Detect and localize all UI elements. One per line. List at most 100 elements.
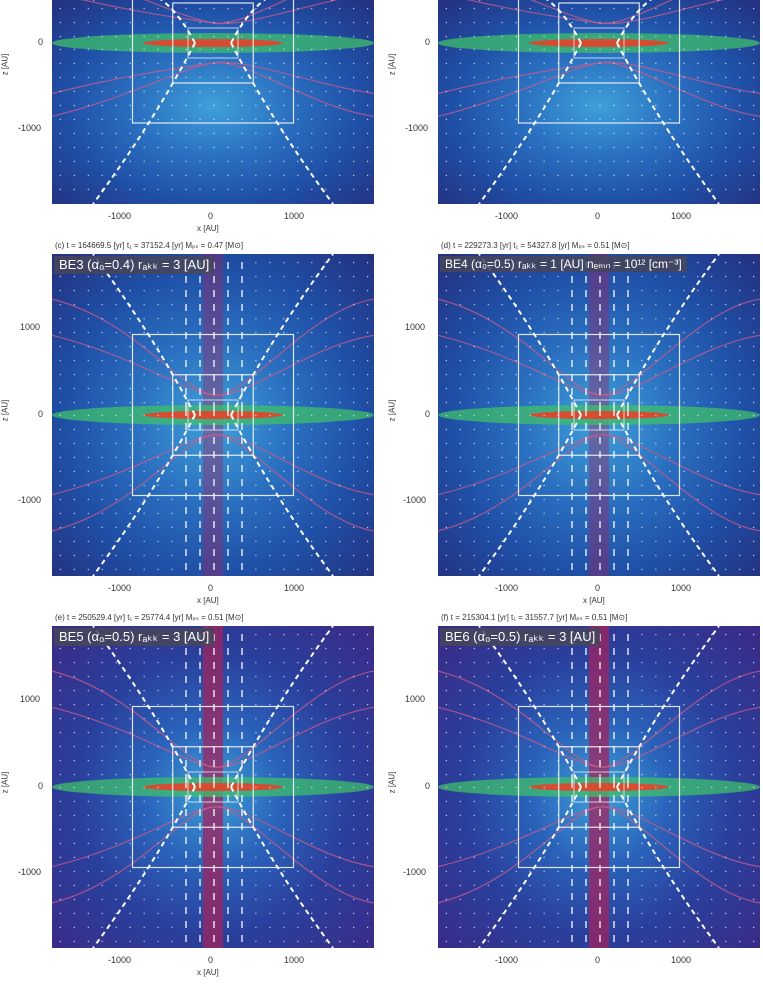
velocity-arrow: [445, 160, 448, 163]
velocity-arrow: [445, 661, 448, 664]
velocity-arrow: [352, 512, 355, 515]
velocity-arrow: [473, 174, 475, 177]
velocity-arrow: [366, 76, 369, 79]
velocity-arrow: [738, 884, 741, 887]
velocity-arrow: [366, 498, 369, 501]
velocity-arrow: [87, 62, 89, 65]
velocity-arrow: [87, 174, 89, 177]
velocity-arrow: [445, 731, 448, 734]
velocity-arrow: [339, 717, 341, 720]
velocity-arrow: [445, 359, 448, 362]
velocity-arrow: [738, 731, 741, 734]
velocity-arrow: [87, 289, 89, 292]
velocity-arrow: [445, 62, 448, 65]
velocity-arrow: [339, 275, 341, 278]
velocity-arrow: [738, 842, 741, 845]
velocity-arrow: [752, 62, 755, 65]
velocity-arrow: [459, 884, 462, 887]
velocity-arrow: [738, 568, 741, 571]
velocity-arrow: [366, 773, 369, 776]
velocity-arrow: [73, 647, 76, 650]
velocity-arrow: [725, 554, 727, 557]
velocity-arrow: [459, 118, 462, 121]
velocity-arrow: [59, 912, 62, 915]
velocity-arrow: [738, 160, 741, 163]
velocity-arrow: [87, 470, 89, 473]
velocity-arrow: [366, 828, 369, 831]
velocity-arrow: [366, 512, 369, 515]
velocity-arrow: [738, 717, 741, 720]
outflow-boundary: [478, 42, 582, 204]
velocity-arrow: [473, 870, 475, 873]
velocity-arrow: [725, 456, 727, 459]
velocity-arrow: [352, 76, 355, 79]
velocity-arrow: [473, 940, 475, 943]
velocity-arrow: [752, 940, 755, 943]
velocity-arrow: [445, 554, 448, 557]
velocity-arrow: [459, 442, 462, 445]
velocity-arrow: [339, 898, 341, 901]
velocity-arrow: [473, 470, 475, 473]
velocity-arrow: [59, 554, 62, 557]
velocity-arrow: [445, 373, 448, 376]
velocity-arrow: [366, 554, 369, 557]
velocity-arrow: [473, 188, 475, 191]
velocity-arrow: [725, 633, 727, 636]
velocity-arrow: [73, 554, 76, 557]
velocity-arrow: [738, 898, 741, 901]
velocity-arrow: [87, 661, 89, 664]
velocity-arrow: [87, 828, 89, 831]
velocity-arrow: [725, 387, 727, 390]
velocity-arrow: [738, 675, 741, 678]
velocity-arrow: [352, 456, 355, 459]
xtick-f-2: 1000: [671, 955, 692, 965]
velocity-arrow: [738, 289, 741, 292]
xtick-d-2: 1000: [671, 583, 692, 593]
velocity-arrow: [352, 717, 355, 720]
velocity-arrow: [59, 132, 62, 135]
velocity-arrow: [459, 526, 462, 529]
velocity-arrow: [352, 48, 355, 51]
velocity-arrow: [366, 745, 369, 748]
velocity-arrow: [339, 48, 341, 51]
velocity-arrow: [352, 118, 355, 121]
velocity-arrow: [73, 132, 76, 135]
velocity-arrow: [352, 21, 355, 24]
velocity-arrow: [59, 303, 62, 306]
plot-d: BE4 (α₀=0.5) rₐₖₖ = 1 [AU] nₑₘₙ = 10¹² […: [438, 254, 760, 576]
velocity-arrow: [445, 146, 448, 149]
velocity-arrow: [725, 401, 727, 404]
velocity-arrow: [725, 842, 727, 845]
velocity-arrow: [459, 568, 462, 571]
velocity-arrow: [73, 48, 76, 51]
velocity-arrow: [352, 540, 355, 543]
velocity-arrow: [366, 731, 369, 734]
velocity-arrow: [445, 856, 448, 859]
velocity-arrow: [752, 759, 755, 762]
velocity-arrow: [725, 414, 727, 417]
zoom-box: [131, 0, 295, 124]
velocity-arrow: [352, 814, 355, 817]
velocity-arrow: [459, 401, 462, 404]
velocity-arrow: [459, 689, 462, 692]
velocity-arrow: [73, 526, 76, 529]
velocity-arrow: [366, 442, 369, 445]
velocity-arrow: [352, 275, 355, 278]
velocity-arrow: [87, 554, 89, 557]
velocity-arrow: [459, 717, 462, 720]
velocity-arrow: [352, 104, 355, 107]
velocity-arrow: [366, 21, 369, 24]
velocity-arrow: [87, 526, 89, 529]
velocity-arrow: [473, 118, 475, 121]
velocity-arrow: [352, 484, 355, 487]
velocity-arrow: [352, 132, 355, 135]
velocity-arrow: [473, 554, 475, 557]
velocity-arrow: [352, 62, 355, 65]
velocity-arrow: [339, 104, 341, 107]
velocity-arrow: [87, 898, 89, 901]
velocity-arrow: [738, 188, 741, 191]
ytick-c-0: 1000: [20, 322, 41, 332]
velocity-arrow: [473, 35, 475, 38]
outflow-boundary: [478, 414, 582, 576]
velocity-arrow: [366, 814, 369, 817]
